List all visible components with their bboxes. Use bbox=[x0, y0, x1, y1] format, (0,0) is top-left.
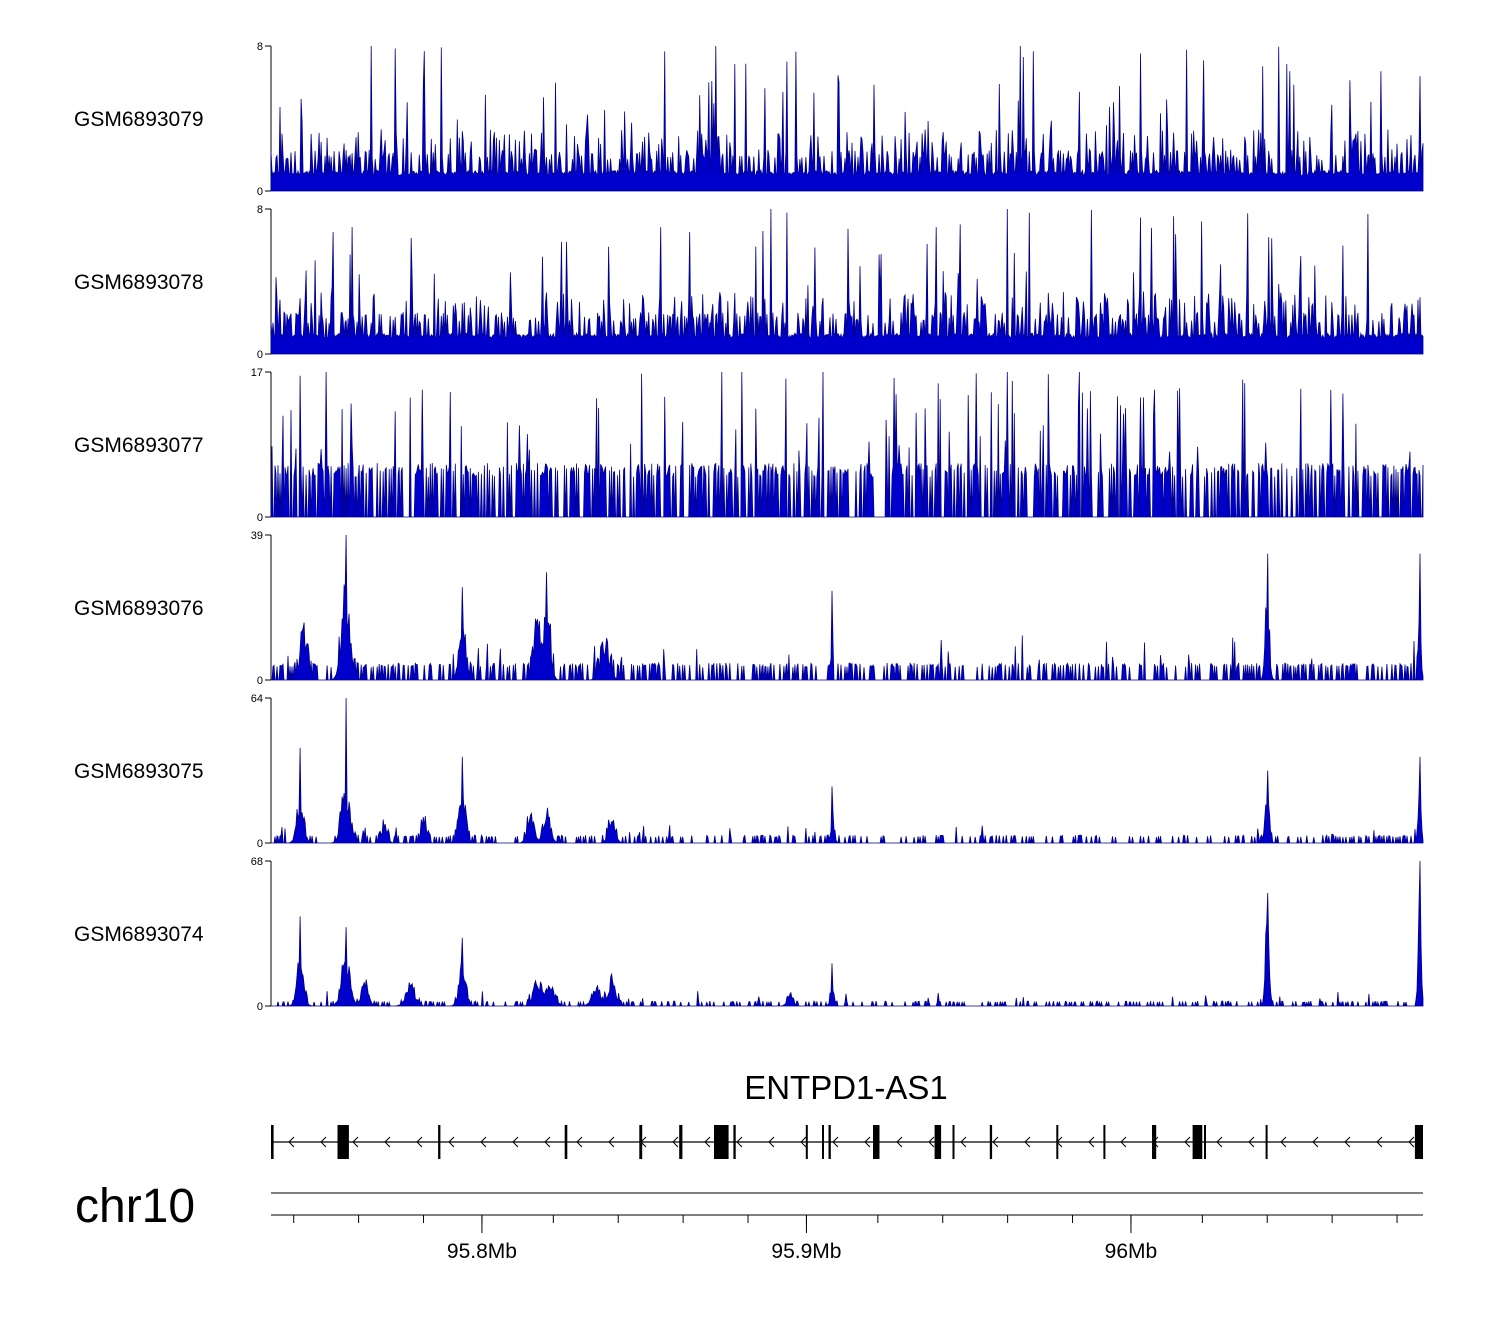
gene-exon bbox=[337, 1125, 349, 1159]
coverage-area bbox=[270, 45, 1424, 192]
strand-arrow bbox=[320, 1136, 327, 1148]
strand-arrow bbox=[608, 1136, 615, 1148]
strand-arrow bbox=[1312, 1136, 1319, 1148]
coverage-area bbox=[270, 208, 1424, 355]
gene-exon bbox=[639, 1125, 643, 1159]
strand-arrow bbox=[1216, 1136, 1223, 1148]
strand-arrow bbox=[384, 1136, 391, 1148]
track-label: GSM6893076 bbox=[74, 597, 204, 620]
gene-exon bbox=[1414, 1125, 1423, 1159]
gene-exon bbox=[873, 1125, 880, 1159]
track-label: GSM6893075 bbox=[74, 760, 204, 783]
strand-arrow bbox=[1184, 1136, 1191, 1148]
strand-arrow bbox=[416, 1136, 423, 1148]
strand-arrow bbox=[992, 1136, 999, 1148]
strand-arrow bbox=[1248, 1136, 1255, 1148]
gene-exon bbox=[1103, 1125, 1106, 1159]
x-tick-label: 95.9Mb bbox=[771, 1240, 841, 1263]
strand-arrow bbox=[960, 1136, 967, 1148]
strand-arrow bbox=[1088, 1136, 1095, 1148]
gene-exon bbox=[828, 1125, 831, 1159]
gene-exon bbox=[1152, 1125, 1157, 1159]
track-label: GSM6893074 bbox=[74, 923, 204, 946]
strand-arrow bbox=[896, 1136, 903, 1148]
gene-exon bbox=[989, 1125, 993, 1159]
gene-exon bbox=[1056, 1125, 1059, 1159]
coverage-track: GSM6893076 39 0 bbox=[74, 530, 1424, 687]
gene-exon bbox=[733, 1125, 736, 1159]
gene-exon bbox=[1265, 1125, 1268, 1159]
track-label: GSM6893079 bbox=[74, 108, 204, 131]
y-tick-min-label: 0 bbox=[257, 1001, 263, 1013]
strand-arrow bbox=[544, 1136, 551, 1148]
y-tick-min-label: 0 bbox=[257, 186, 263, 198]
gene-exon bbox=[714, 1125, 729, 1159]
gene-exon bbox=[1204, 1125, 1206, 1159]
track-label: GSM6893078 bbox=[74, 271, 204, 294]
coverage-area bbox=[270, 371, 1424, 518]
y-tick-max-label: 8 bbox=[257, 204, 263, 216]
y-tick-max-label: 17 bbox=[251, 367, 263, 379]
gene-name-label: ENTPD1-AS1 bbox=[744, 1069, 948, 1106]
gene-exon bbox=[952, 1125, 955, 1159]
y-tick-max-label: 39 bbox=[251, 530, 263, 542]
gene-exon bbox=[271, 1125, 274, 1159]
y-tick-max-label: 68 bbox=[251, 856, 263, 868]
y-tick-max-label: 8 bbox=[257, 41, 263, 53]
strand-arrow bbox=[1376, 1136, 1383, 1148]
track-label: GSM6893077 bbox=[74, 434, 204, 457]
gene-exon bbox=[679, 1125, 683, 1159]
strand-arrow bbox=[512, 1136, 519, 1148]
y-tick-min-label: 0 bbox=[257, 838, 263, 850]
y-tick-max-label: 64 bbox=[251, 693, 263, 705]
coverage-area bbox=[271, 697, 1424, 844]
coverage-area bbox=[271, 534, 1424, 681]
strand-arrow bbox=[672, 1136, 679, 1148]
strand-arrow bbox=[864, 1136, 871, 1148]
gene-track: ENTPD1-AS1 bbox=[271, 1069, 1423, 1159]
strand-arrow bbox=[1344, 1136, 1351, 1148]
gene-exon bbox=[822, 1125, 824, 1159]
coverage-tracks: GSM689307980GSM689307880GSM6893077170GSM… bbox=[74, 41, 1424, 1013]
strand-arrow bbox=[768, 1136, 775, 1148]
coverage-track: GSM6893075 64 0 bbox=[74, 693, 1424, 850]
strand-arrow bbox=[576, 1136, 583, 1148]
gene-exon bbox=[564, 1125, 568, 1159]
gene-exon bbox=[934, 1125, 942, 1159]
strand-arrow bbox=[800, 1136, 807, 1148]
x-tick-label: 96Mb bbox=[1105, 1240, 1158, 1263]
gene-exon bbox=[438, 1125, 441, 1159]
coverage-track: GSM6893074 68 0 bbox=[74, 856, 1424, 1013]
y-tick-min-label: 0 bbox=[257, 512, 263, 524]
strand-arrow bbox=[832, 1136, 839, 1148]
coverage-track: GSM6893077 17 0 bbox=[74, 367, 1424, 524]
gene-exon bbox=[1192, 1125, 1203, 1159]
y-tick-min-label: 0 bbox=[257, 349, 263, 361]
strand-arrow bbox=[704, 1136, 711, 1148]
strand-arrow bbox=[1280, 1136, 1287, 1148]
strand-arrow bbox=[352, 1136, 359, 1148]
coverage-area bbox=[271, 860, 1424, 1008]
strand-arrow bbox=[448, 1136, 455, 1148]
strand-arrow bbox=[1024, 1136, 1031, 1148]
strand-arrow bbox=[736, 1136, 743, 1148]
y-tick-min-label: 0 bbox=[257, 675, 263, 687]
strand-arrow bbox=[1120, 1136, 1127, 1148]
strand-arrow bbox=[928, 1136, 935, 1148]
strand-arrow bbox=[288, 1136, 295, 1148]
coverage-track: GSM6893079 8 0 bbox=[74, 41, 1424, 198]
x-tick-label: 95.8Mb bbox=[447, 1240, 517, 1263]
chromosome-label: chr10 bbox=[75, 1180, 195, 1233]
gene-exon bbox=[805, 1125, 808, 1159]
coverage-track: GSM6893078 8 0 bbox=[74, 204, 1424, 361]
genome-axis: chr10 95.8Mb 95.9Mb 96Mb bbox=[75, 1180, 1423, 1263]
strand-arrow bbox=[1408, 1136, 1415, 1148]
strand-arrow bbox=[480, 1136, 487, 1148]
